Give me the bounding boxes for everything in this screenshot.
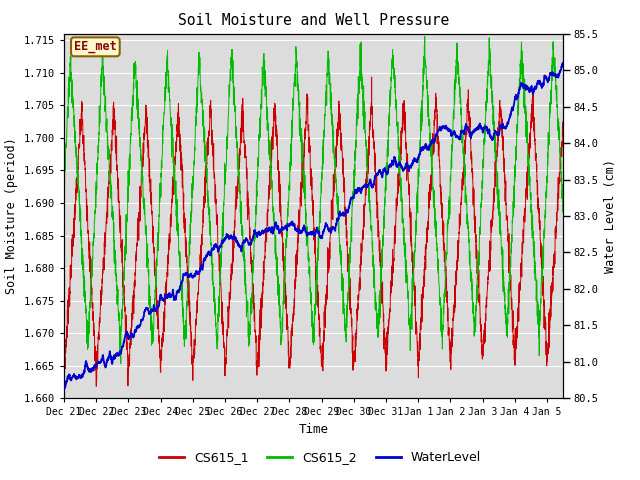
- Legend: CS615_1, CS615_2, WaterLevel: CS615_1, CS615_2, WaterLevel: [154, 446, 486, 469]
- Y-axis label: Soil Moisture (period): Soil Moisture (period): [5, 138, 18, 294]
- Y-axis label: Water Level (cm): Water Level (cm): [604, 159, 617, 273]
- X-axis label: Time: Time: [299, 423, 328, 436]
- Text: EE_met: EE_met: [74, 40, 116, 53]
- Title: Soil Moisture and Well Pressure: Soil Moisture and Well Pressure: [178, 13, 449, 28]
